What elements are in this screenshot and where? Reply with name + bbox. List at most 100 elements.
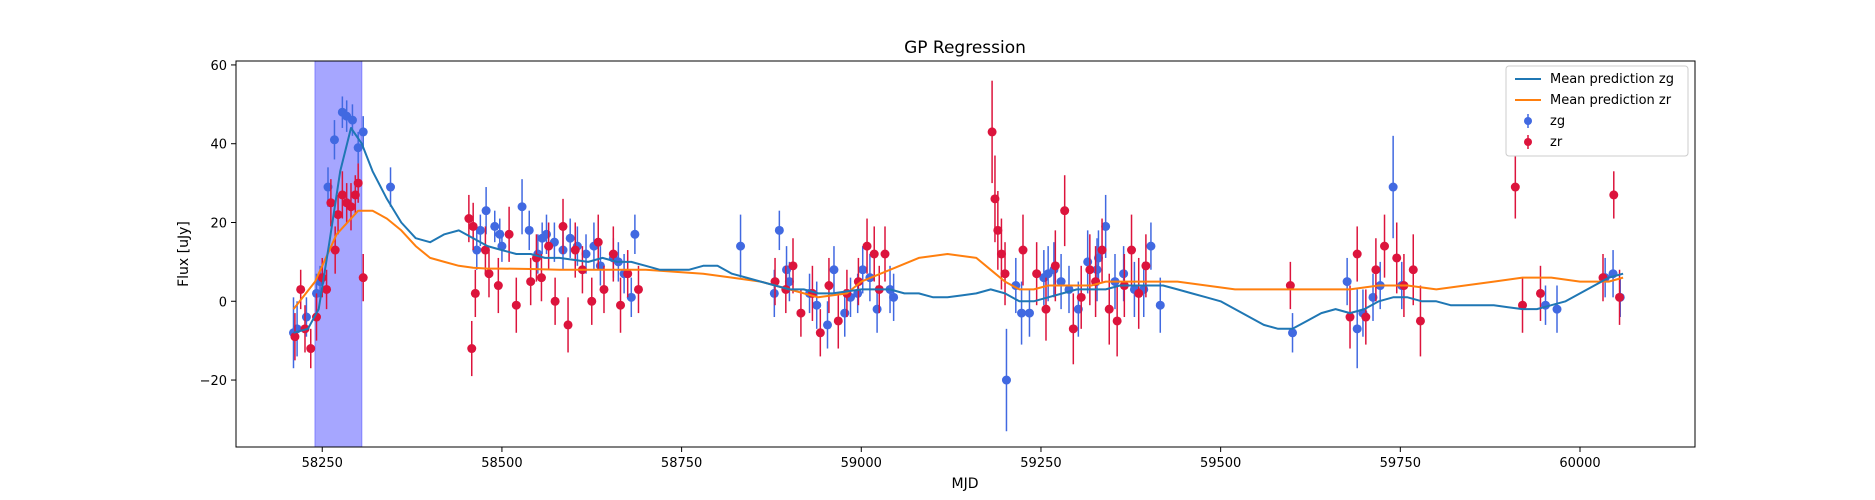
zr-data-point: [290, 332, 300, 342]
zr-data-point: [833, 316, 843, 326]
zr-data-point: [1041, 304, 1051, 314]
zg-data-point: [889, 292, 899, 302]
y-tick-label: 0: [219, 295, 227, 310]
chart-title: GP Regression: [904, 38, 1026, 58]
zr-data-point: [1104, 304, 1114, 314]
x-axis-label: MJD: [952, 476, 979, 492]
zg-data-point: [812, 300, 822, 310]
legend-zr-marker: [1524, 138, 1532, 146]
zr-data-point: [346, 202, 356, 212]
zg-data-point: [481, 206, 491, 216]
zr-data-point: [996, 249, 1006, 259]
zr-data-point: [1285, 281, 1295, 291]
zr-data-point: [1060, 206, 1070, 216]
zr-data-point: [1408, 265, 1418, 275]
legend-label-zr-line: Mean prediction zr: [1550, 93, 1672, 108]
zr-points: [290, 80, 1625, 377]
zr-data-point: [1392, 253, 1402, 263]
zg-data-point: [472, 245, 482, 255]
zr-data-point: [511, 300, 521, 310]
zr-data-point: [1615, 292, 1625, 302]
zg-data-point: [565, 233, 575, 243]
zg-data-point: [626, 292, 636, 302]
zg-data-point: [1101, 221, 1111, 231]
zr-data-point: [633, 284, 643, 294]
shaded-region: [314, 60, 363, 448]
zg-data-point: [1024, 308, 1034, 318]
zr-data-point: [593, 237, 603, 247]
y-tick-label: −20: [200, 374, 227, 389]
zr-data-point: [1380, 241, 1390, 251]
zg-data-point: [1155, 300, 1165, 310]
zr-data-point: [326, 198, 336, 208]
zg-data-point: [1017, 308, 1027, 318]
zg-data-point: [1352, 324, 1362, 334]
zr-data-point: [484, 269, 494, 279]
zg-data-point: [872, 304, 882, 314]
zg-data-point: [823, 320, 833, 330]
zr-data-point: [1018, 245, 1028, 255]
zr-data-point: [993, 225, 1003, 235]
zr-data-point: [1032, 269, 1042, 279]
zg-data-point: [1146, 241, 1156, 251]
zr-data-point: [1134, 288, 1144, 298]
zr-data-point: [1535, 288, 1545, 298]
zg-data-point: [1092, 265, 1102, 275]
zr-data-point: [616, 300, 626, 310]
x-tick-label: 59500: [1200, 456, 1241, 471]
x-tick-label: 58500: [481, 456, 522, 471]
zr-data-point: [788, 261, 798, 271]
legend-box: [1505, 65, 1689, 157]
zr-data-point: [493, 281, 503, 291]
zr-data-point: [306, 344, 316, 354]
zr-data-point: [608, 249, 618, 259]
x-tick-label: 58250: [302, 456, 343, 471]
zg-data-point: [1288, 328, 1298, 338]
zr-data-point: [1371, 265, 1381, 275]
zg-data-point: [490, 221, 500, 231]
plot-area: 58250 58500 58750 59000 59250 59500 59750 60000…: [200, 59, 1625, 471]
zg-data-point: [353, 143, 363, 153]
zg-data-point: [581, 249, 591, 259]
zr-data-point: [296, 284, 306, 294]
zr-data-point: [1127, 245, 1137, 255]
y-axis-label: Flux [uJy]: [176, 221, 192, 287]
zr-data-point: [770, 277, 780, 287]
zg-data-point: [630, 229, 640, 239]
zr-data-point: [563, 320, 573, 330]
zr-data-point: [330, 245, 340, 255]
x-tick-label: 58750: [661, 456, 702, 471]
x-tick-label: 59000: [841, 456, 882, 471]
zr-data-point: [880, 249, 890, 259]
zr-data-point: [1068, 324, 1078, 334]
zr-data-point: [1510, 182, 1520, 192]
zg-data-point: [358, 127, 368, 137]
zg-data-point: [524, 225, 534, 235]
zr-data-point: [468, 221, 478, 231]
zr-data-point: [1609, 190, 1619, 200]
zg-data-point: [736, 241, 746, 251]
zr-data-point: [536, 273, 546, 283]
zr-data-point: [480, 245, 490, 255]
zg-data-point: [1001, 375, 1011, 385]
zg-data-point: [1056, 277, 1066, 287]
mean-prediction-zg-line: [293, 127, 1624, 334]
mean-prediction-zr-line: [292, 209, 1624, 310]
zr-data-point: [1085, 265, 1095, 275]
y-tick-label: 20: [210, 216, 227, 231]
zr-data-point: [987, 127, 997, 137]
zg-data-point: [347, 115, 357, 125]
zr-data-point: [467, 344, 477, 354]
zg-data-point: [1552, 304, 1562, 314]
zg-data-point: [1388, 182, 1398, 192]
zg-data-point: [517, 202, 527, 212]
zg-data-point: [858, 265, 868, 275]
zr-data-point: [862, 241, 872, 251]
zr-data-point: [1000, 269, 1010, 279]
zr-data-point: [504, 229, 514, 239]
zr-data-point: [1076, 292, 1086, 302]
legend-label-zr: zr: [1550, 135, 1563, 150]
zr-data-point: [1361, 312, 1371, 322]
zr-data-point: [1518, 300, 1528, 310]
